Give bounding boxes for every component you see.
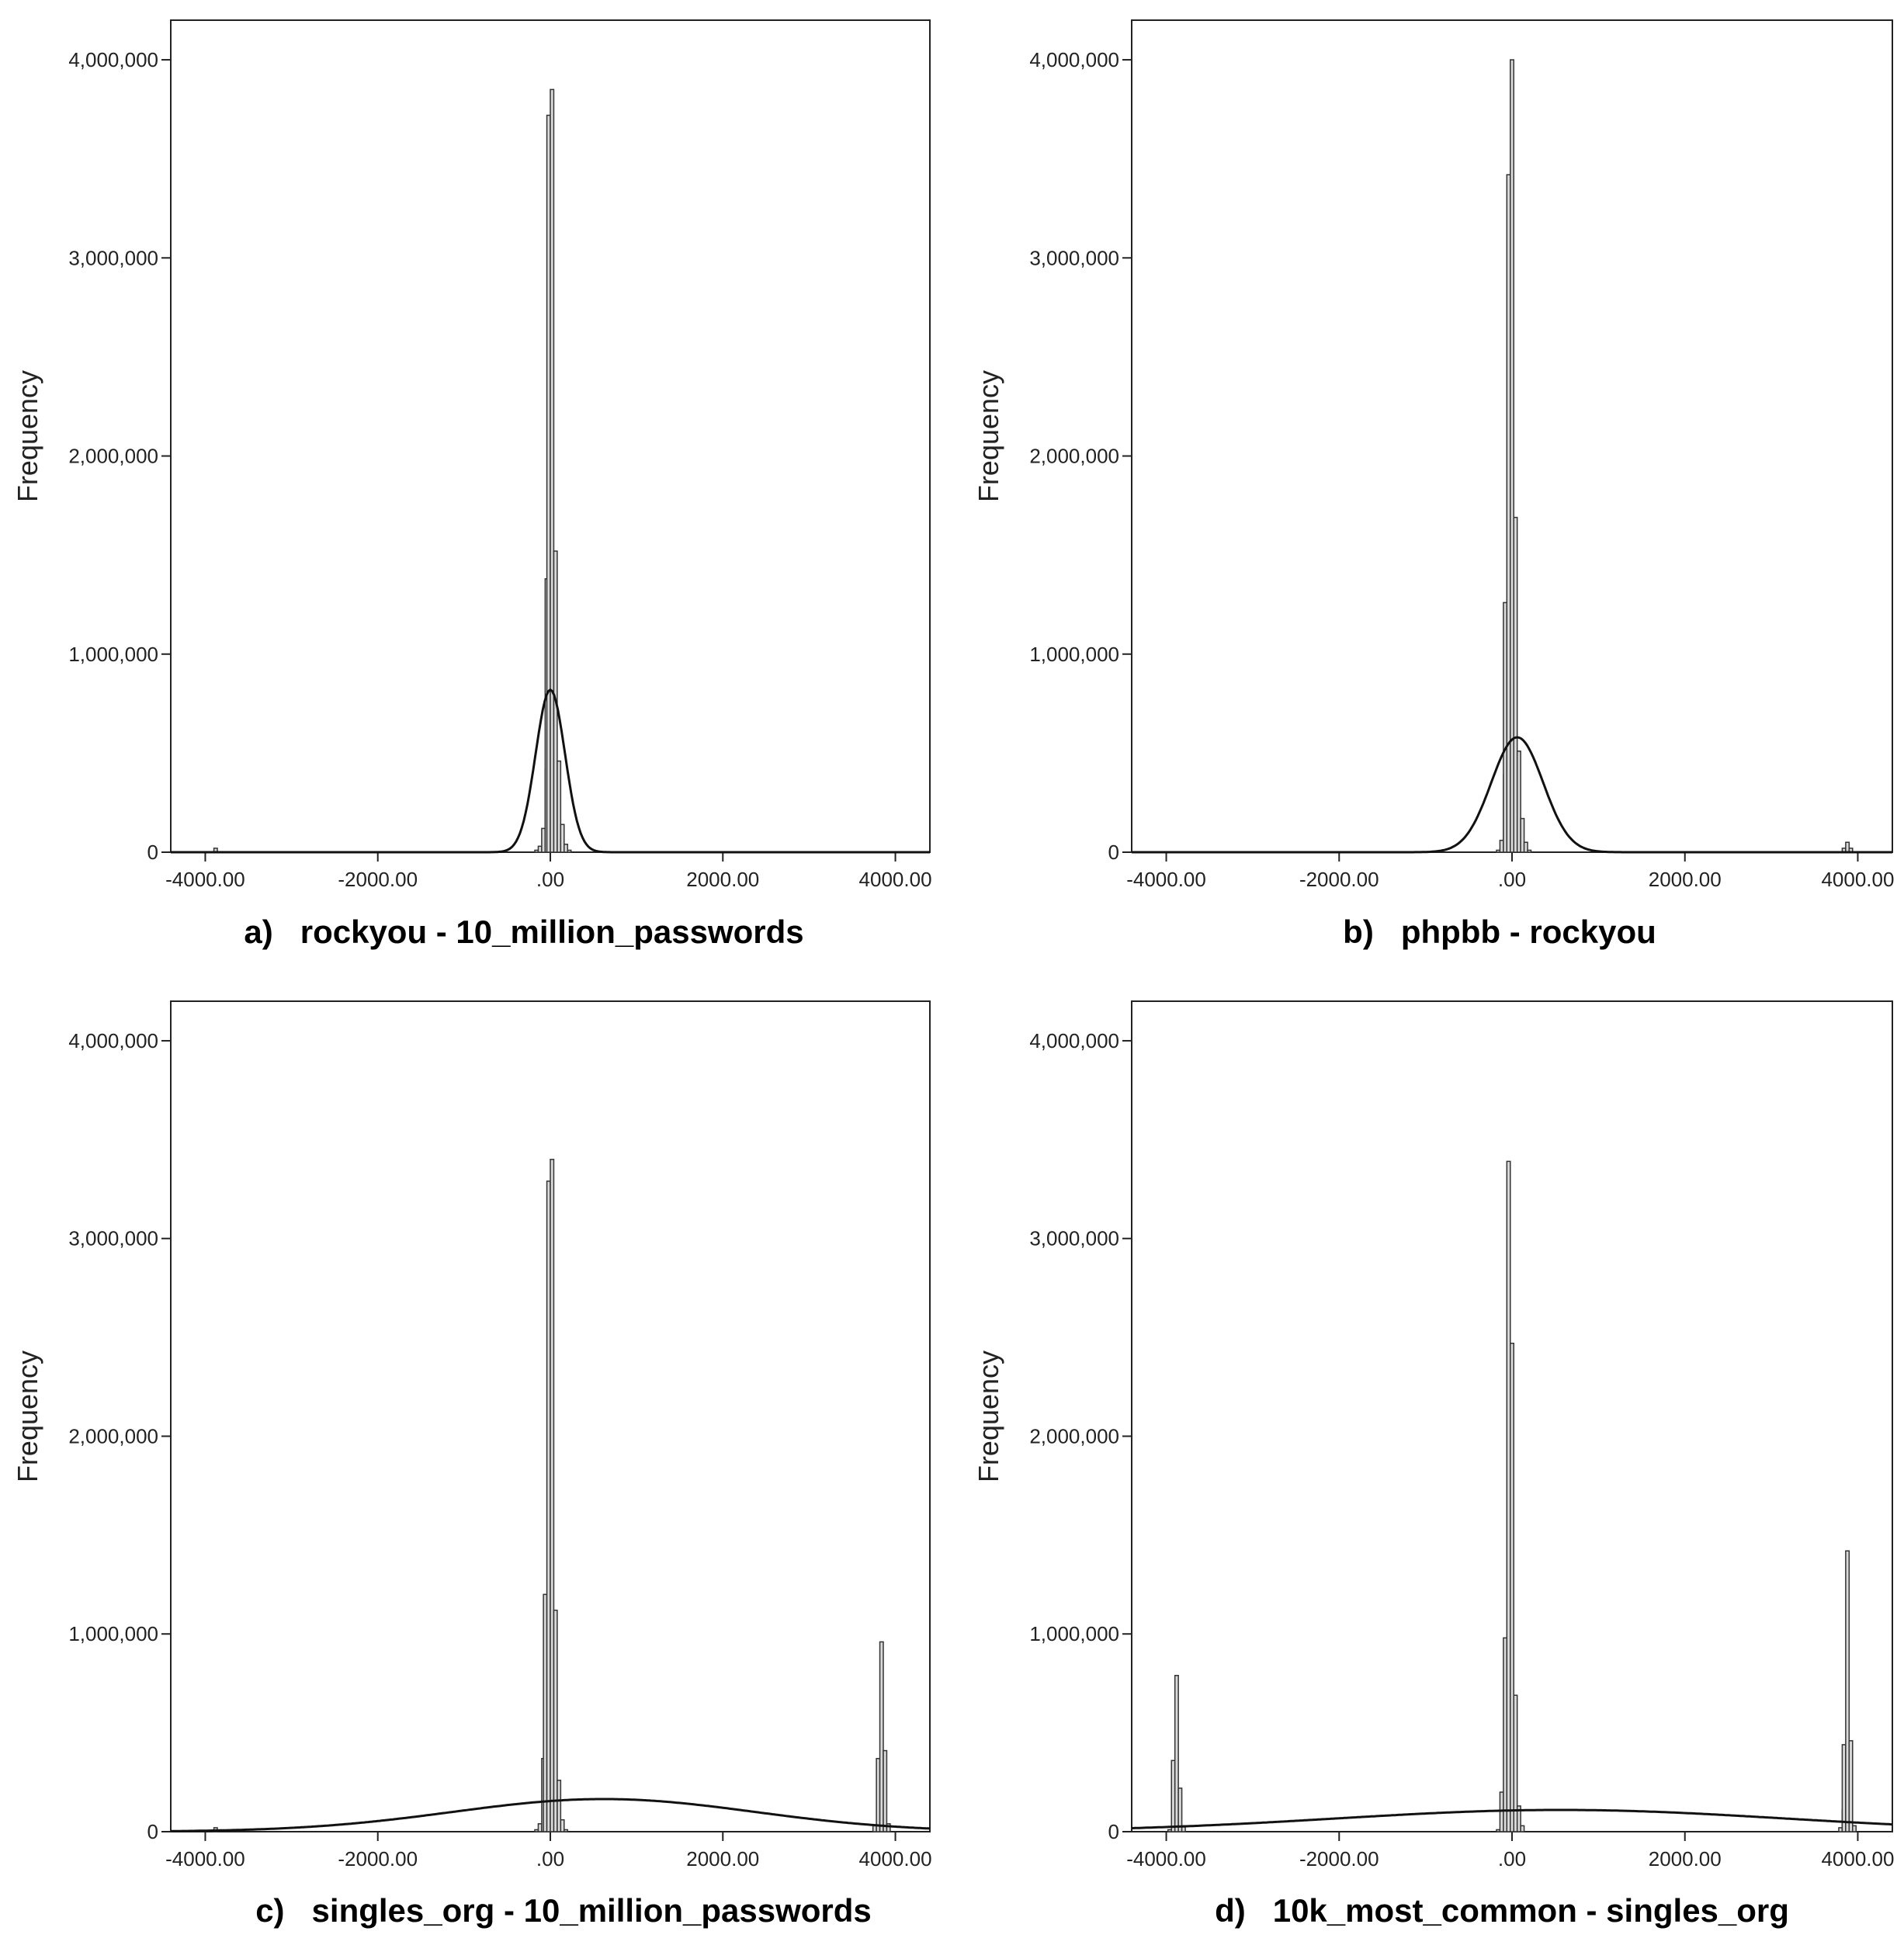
y-tick-label: 0 xyxy=(1108,1820,1119,1843)
y-tick-label: 3,000,000 xyxy=(68,246,158,269)
histogram-bar xyxy=(1516,1805,1521,1832)
y-tick-label: 4,000,000 xyxy=(68,48,158,71)
y-tick-label: 4,000,000 xyxy=(1029,1029,1119,1052)
histogram-bar xyxy=(1513,1694,1518,1832)
x-tick-label: -2000.00 xyxy=(1299,868,1379,891)
y-axis-label: Frequency xyxy=(12,370,43,502)
histogram-bar xyxy=(1177,1787,1183,1832)
normal-curve xyxy=(171,1798,931,1832)
panel-caption: d) 10k_most_common - singles_org xyxy=(1215,1892,1789,1929)
normal-curve xyxy=(1131,1808,1893,1829)
y-tick-label: 3,000,000 xyxy=(1029,1227,1119,1250)
x-tick-label: -2000.00 xyxy=(338,868,418,891)
y-tick-label: 1,000,000 xyxy=(68,643,158,666)
histogram-bar xyxy=(1520,817,1525,853)
y-tick-label: 2,000,000 xyxy=(1029,445,1119,468)
y-tick-label: 0 xyxy=(147,1820,158,1843)
histogram-bar xyxy=(553,1609,558,1832)
y-axis-label: Frequency xyxy=(12,1350,43,1482)
histogram-bar xyxy=(567,849,572,853)
x-tick-label: .00 xyxy=(536,868,564,891)
panel-caption: b) phpbb - rockyou xyxy=(1343,914,1656,950)
x-tick-label: -2000.00 xyxy=(1299,1847,1379,1870)
x-tick-label: 2000.00 xyxy=(1649,1847,1722,1870)
normal-curve xyxy=(1132,736,1892,854)
histogram-bar xyxy=(1848,1740,1854,1832)
x-tick-label: -4000.00 xyxy=(165,868,245,891)
histogram-panel-3: 0 1,000,000 2,000,000 3,000,000 4,000,000 -40… xyxy=(12,1000,932,1929)
x-tick-label: .00 xyxy=(536,1847,564,1870)
y-tick-label: 4,000,000 xyxy=(1029,48,1119,71)
histogram-bar xyxy=(1845,1550,1850,1832)
histogram-bar xyxy=(1513,516,1518,853)
x-tick-label: 2000.00 xyxy=(1649,868,1722,891)
histogram-bar xyxy=(550,1159,555,1832)
y-tick-label: 3,000,000 xyxy=(68,1227,158,1250)
panel-caption: c) singles_org - 10_million_passwords xyxy=(255,1892,872,1929)
histogram-bar xyxy=(1174,1674,1179,1832)
y-axis-label: Frequency xyxy=(973,1350,1004,1482)
panel-caption: a) rockyou - 10_million_passwords xyxy=(244,914,803,950)
x-tick-label: 4000.00 xyxy=(1821,1847,1894,1870)
histogram-panel-4: 0 1,000,000 2,000,000 3,000,000 4,000,000 -40… xyxy=(973,1000,1894,1929)
histogram-bar xyxy=(1510,1342,1514,1832)
y-tick-label: 0 xyxy=(1108,841,1119,864)
x-tick-label: .00 xyxy=(1498,1847,1526,1870)
y-tick-label: 2,000,000 xyxy=(1029,1424,1119,1447)
y-tick-label: 2,000,000 xyxy=(68,445,158,468)
y-tick-label: 4,000,000 xyxy=(68,1029,158,1052)
y-tick-label: 3,000,000 xyxy=(1029,246,1119,269)
x-tick-label: -2000.00 xyxy=(338,1847,418,1870)
y-axis-label: Frequency xyxy=(973,370,1004,502)
x-tick-label: -4000.00 xyxy=(1126,868,1206,891)
x-tick-label: .00 xyxy=(1498,868,1526,891)
x-tick-label: 4000.00 xyxy=(1821,868,1894,891)
y-tick-label: 1,000,000 xyxy=(1029,643,1119,666)
histogram-bar xyxy=(879,1641,884,1832)
histogram-bar xyxy=(557,1780,562,1832)
normal-curve xyxy=(171,688,930,854)
histogram-panel-1: 0 1,000,000 2,000,000 3,000,000 4,000,000 -40… xyxy=(12,19,932,950)
y-tick-label: 2,000,000 xyxy=(68,1424,158,1447)
histogram-bar xyxy=(1510,59,1514,853)
histogram-panel-2: 0 1,000,000 2,000,000 3,000,000 4,000,000 -40… xyxy=(973,19,1894,950)
x-tick-label: 2000.00 xyxy=(686,868,759,891)
histogram-bar xyxy=(1516,751,1521,853)
histogram-bar xyxy=(1852,1825,1857,1832)
x-tick-label: -4000.00 xyxy=(1126,1847,1206,1870)
histogram-bar xyxy=(1527,849,1532,853)
y-tick-label: 1,000,000 xyxy=(68,1622,158,1645)
histogram-bar xyxy=(883,1749,888,1832)
histogram-bar xyxy=(564,1829,568,1832)
histogram-bar xyxy=(560,1818,565,1832)
histogram-bar xyxy=(1520,1825,1525,1832)
x-tick-label: 2000.00 xyxy=(686,1847,759,1870)
x-tick-label: 4000.00 xyxy=(859,1847,932,1870)
x-tick-label: -4000.00 xyxy=(165,1847,245,1870)
histogram-bar xyxy=(550,88,555,853)
histogram-bar xyxy=(560,823,565,853)
histogram-bar xyxy=(1523,841,1528,853)
y-tick-label: 0 xyxy=(147,841,158,864)
x-tick-label: 4000.00 xyxy=(859,868,932,891)
y-tick-label: 1,000,000 xyxy=(1029,1622,1119,1645)
histogram-bar xyxy=(564,844,568,853)
histogram-bar xyxy=(557,760,562,853)
histogram-bar xyxy=(886,1823,891,1832)
